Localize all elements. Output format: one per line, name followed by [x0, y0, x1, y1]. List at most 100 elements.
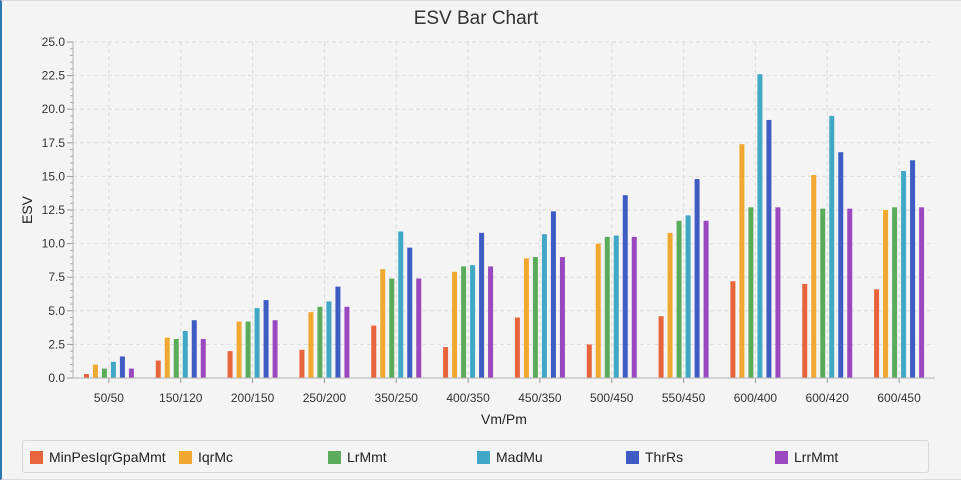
bar	[838, 152, 844, 378]
y-tick-label: 5.0	[48, 304, 65, 318]
bar	[191, 320, 197, 378]
legend-item: LrMmt	[328, 449, 387, 465]
bar	[236, 321, 242, 378]
y-tick-label: 12.5	[42, 203, 66, 217]
y-tick-label: 2.5	[48, 337, 65, 351]
bar	[910, 160, 916, 378]
bar	[595, 243, 601, 378]
legend-item: IqrMc	[179, 449, 233, 465]
legend-item: MinPesIqrGpaMmt	[30, 449, 166, 465]
x-tick-label: 600/400	[734, 391, 778, 405]
bar	[380, 269, 386, 378]
legend-swatch	[775, 450, 788, 464]
bar	[488, 266, 494, 378]
bar	[407, 247, 413, 378]
x-tick-label: 600/450	[877, 391, 921, 405]
bar	[371, 325, 377, 378]
bar	[883, 210, 889, 378]
legend-label: LrrMmt	[794, 449, 839, 465]
legend-item: LrrMmt	[775, 449, 838, 465]
bar	[326, 301, 332, 378]
bars	[83, 74, 925, 379]
legend-item: MadMu	[477, 449, 543, 465]
bar	[200, 339, 206, 378]
bar	[829, 115, 835, 379]
bar	[398, 231, 404, 378]
bar	[748, 207, 754, 378]
x-tick-label: 550/450	[662, 391, 706, 405]
bar	[541, 234, 547, 378]
grid-lines	[73, 41, 935, 378]
chart-title: ESV Bar Chart	[414, 8, 539, 29]
bar	[92, 364, 98, 378]
legend-label: IqrMc	[198, 449, 233, 465]
bar	[128, 368, 134, 378]
bar	[308, 312, 314, 378]
bar	[550, 211, 556, 378]
bar	[820, 208, 826, 378]
legend-swatch	[328, 450, 341, 464]
bar	[155, 360, 161, 378]
bar	[811, 175, 817, 378]
bar	[874, 289, 880, 378]
legend: MinPesIqrGpaMmt IqrMc LrMmt MadMu ThrRs LrrMm…	[22, 440, 929, 473]
bar	[586, 344, 592, 378]
legend-label: ThrRs	[645, 449, 684, 465]
bar	[703, 220, 709, 378]
bar	[470, 265, 476, 378]
bar	[694, 179, 700, 378]
bar	[892, 207, 898, 378]
bar	[667, 232, 673, 378]
bar	[245, 321, 251, 378]
bar	[317, 306, 323, 378]
bar	[83, 373, 89, 378]
bar	[272, 320, 278, 378]
x-tick-label: 250/200	[303, 391, 347, 405]
bar	[622, 195, 628, 378]
bar	[254, 308, 260, 378]
x-tick-label: 350/250	[375, 391, 419, 405]
bar	[263, 300, 269, 378]
legend-item: ThrRs	[626, 449, 683, 465]
bar	[901, 171, 907, 378]
bar	[604, 236, 610, 378]
bar	[173, 339, 179, 378]
bar	[766, 119, 772, 379]
y-tick-label: 10.0	[42, 237, 66, 251]
bar	[532, 257, 538, 378]
x-tick-label: 200/150	[231, 391, 275, 405]
bar	[685, 215, 691, 378]
legend-swatch	[626, 450, 639, 464]
x-tick-label: 500/450	[590, 391, 634, 405]
bar	[757, 74, 763, 379]
bar	[335, 286, 341, 378]
bar	[452, 271, 458, 378]
legend-label: MinPesIqrGpaMmt	[49, 449, 166, 465]
y-tick-label: 22.5	[42, 69, 66, 83]
y-tick-label: 25.0	[42, 35, 66, 49]
x-tick-label: 50/50	[94, 391, 124, 405]
bar	[730, 281, 736, 378]
x-tick-label: 450/350	[518, 391, 562, 405]
bar	[479, 232, 485, 378]
legend-label: MadMu	[496, 449, 543, 465]
bar	[514, 317, 520, 378]
bar	[775, 207, 781, 378]
bar	[299, 349, 305, 378]
y-tick-label: 7.5	[48, 270, 65, 284]
bar	[919, 207, 925, 378]
bar	[227, 351, 233, 378]
x-tick-label: 400/350	[446, 391, 490, 405]
bar	[739, 144, 745, 378]
x-tick-label: 150/120	[159, 391, 203, 405]
legend-label: LrMmt	[347, 449, 387, 465]
bar	[416, 278, 422, 378]
y-tick-label: 0.0	[48, 371, 65, 385]
x-tick-label: 600/420	[806, 391, 850, 405]
y-tick-label: 17.5	[42, 136, 66, 150]
bar	[101, 368, 107, 378]
bar	[344, 306, 350, 378]
x-axis-ticks: 50/50 150/120 200/150 250/200 350/250 400/350…	[94, 378, 921, 405]
bar	[613, 235, 619, 378]
bar	[676, 220, 682, 378]
